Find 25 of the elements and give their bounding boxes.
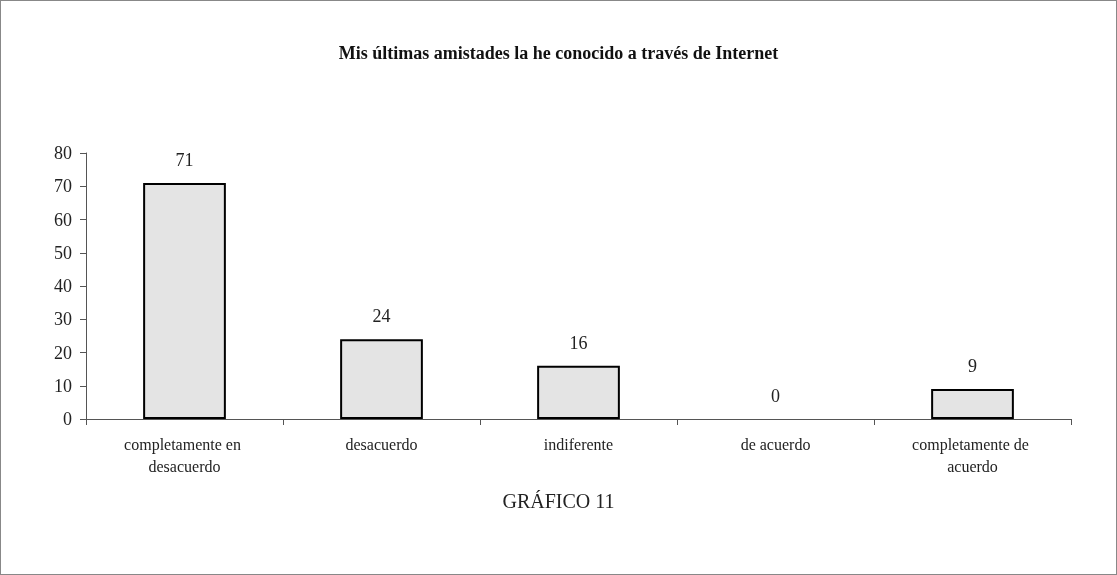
x-tick-label: de acuerdo xyxy=(740,435,811,453)
data-label: 0 xyxy=(771,386,780,406)
x-tick-label: indiferente xyxy=(543,435,614,453)
y-tick-label: 60 xyxy=(54,209,72,230)
y-tick-label: 70 xyxy=(54,176,72,197)
y-tick-label: 50 xyxy=(54,242,72,263)
x-tick-label: completamente en desacuerdo xyxy=(124,435,245,475)
text: GRÁFICO 11 xyxy=(502,490,615,512)
y-tick-label: 10 xyxy=(54,375,72,396)
y-tick-label: 20 xyxy=(54,342,72,363)
bar xyxy=(340,339,423,419)
y-tick-label: 0 xyxy=(63,409,72,429)
x-tick-label: desacuerdo xyxy=(345,435,418,453)
data-label: 16 xyxy=(569,332,588,353)
y-tick-label: 30 xyxy=(54,309,72,330)
data-label: 71 xyxy=(175,149,194,170)
data-label: 9 xyxy=(968,356,977,377)
y-tick-label: 80 xyxy=(54,143,72,163)
x-tick-label: completamente de acuerdo xyxy=(912,435,1033,475)
bar xyxy=(931,389,1014,419)
data-label: 24 xyxy=(372,306,391,327)
y-tick-label: 40 xyxy=(54,276,72,296)
bar xyxy=(537,365,620,419)
chart-title: Mis últimas amistades la he conocido a través de Internet xyxy=(338,43,779,63)
bar xyxy=(143,182,226,419)
